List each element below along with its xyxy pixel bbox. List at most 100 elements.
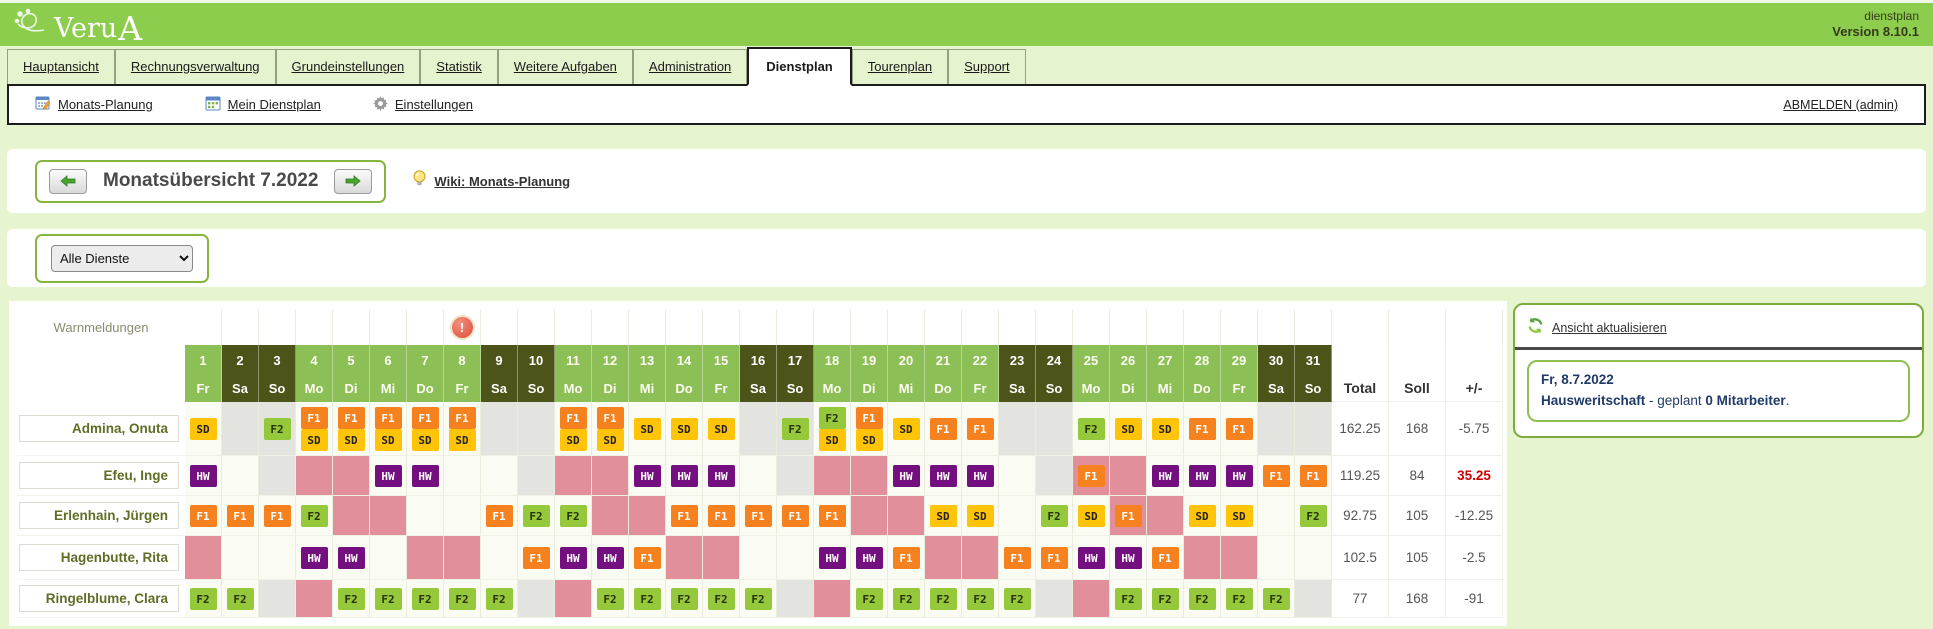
shift-badge-f1[interactable]: F1 (1077, 464, 1105, 487)
roster-cell-day-25[interactable] (1073, 580, 1110, 618)
next-month-button[interactable] (334, 168, 373, 194)
roster-cell-day-23[interactable]: F2 (999, 580, 1036, 618)
day-header-30[interactable]: 30 (1258, 345, 1295, 375)
roster-cell-day-14[interactable]: F2 (666, 580, 703, 618)
day-header-13[interactable]: 13 (629, 345, 666, 375)
day-header-24[interactable]: 24 (1036, 345, 1073, 375)
roster-cell-day-7[interactable]: F1 SD (407, 402, 444, 456)
roster-cell-day-6[interactable]: F2 (370, 580, 407, 618)
shift-badge-f2[interactable]: F2 (522, 504, 550, 527)
roster-cell-day-10[interactable]: F1 (518, 536, 555, 580)
roster-cell-day-21[interactable]: F2 (925, 580, 962, 618)
roster-cell-day-30[interactable] (1258, 496, 1295, 536)
shift-badge-hw[interactable]: HW (1077, 546, 1105, 569)
shift-badge-f1[interactable]: F1 (226, 504, 254, 527)
roster-cell-day-17[interactable] (777, 536, 814, 580)
prev-month-button[interactable] (49, 168, 87, 194)
roster-cell-day-3[interactable]: F2 (259, 402, 296, 456)
shift-badge-f1[interactable]: F1 (522, 546, 550, 569)
day-header-12[interactable]: 12 (592, 345, 629, 375)
roster-cell-day-2[interactable] (222, 456, 259, 496)
shift-badge-f1[interactable]: F1 (263, 504, 291, 527)
roster-cell-day-22[interactable]: SD (962, 496, 999, 536)
roster-cell-day-31[interactable] (1295, 402, 1332, 456)
roster-cell-day-10[interactable]: F2 (518, 496, 555, 536)
shift-badge-f1[interactable]: F1 (781, 504, 809, 527)
roster-cell-day-12[interactable]: F1 SD (592, 402, 629, 456)
roster-cell-day-5[interactable] (333, 496, 370, 536)
roster-cell-day-30[interactable]: F1 (1258, 456, 1295, 496)
roster-cell-day-2[interactable] (222, 536, 259, 580)
shift-badge-hw[interactable]: HW (707, 464, 735, 487)
shift-badge-sd[interactable]: SD (1225, 504, 1253, 527)
day-header-23[interactable]: 23 (999, 345, 1036, 375)
day-header-3[interactable]: 3 (259, 345, 296, 375)
tab-grundeinstellungen[interactable]: Grundeinstellungen (275, 49, 421, 84)
roster-cell-day-25[interactable]: SD (1073, 496, 1110, 536)
roster-cell-day-29[interactable]: HW (1221, 456, 1258, 496)
shift-badge-f1[interactable]: F1 (892, 546, 920, 569)
shift-badge-hw[interactable]: HW (1225, 464, 1253, 487)
shift-badge-f1[interactable]: F1 (1114, 504, 1142, 527)
roster-cell-day-4[interactable] (296, 456, 333, 496)
day-header-6[interactable]: 6 (370, 345, 407, 375)
shift-badge-f2[interactable]: F2 (1040, 504, 1068, 527)
shift-badge-sd[interactable]: SD (448, 428, 476, 451)
roster-cell-day-10[interactable] (518, 580, 555, 618)
shift-badge-f2[interactable]: F2 (781, 417, 809, 440)
roster-cell-day-30[interactable]: F2 (1258, 580, 1295, 618)
shift-badge-sd[interactable]: SD (189, 417, 217, 440)
roster-cell-day-29[interactable]: SD (1221, 496, 1258, 536)
shift-badge-hw[interactable]: HW (670, 464, 698, 487)
roster-cell-day-4[interactable]: F1 SD (296, 402, 333, 456)
roster-cell-day-4[interactable] (296, 580, 333, 618)
shift-badge-f1[interactable]: F1 (300, 406, 328, 429)
roster-cell-day-12[interactable]: HW (592, 536, 629, 580)
roster-cell-day-7[interactable]: HW (407, 456, 444, 496)
roster-cell-day-19[interactable]: HW (851, 536, 888, 580)
shift-badge-sd[interactable]: SD (633, 417, 661, 440)
shift-badge-hw[interactable]: HW (966, 464, 994, 487)
shift-badge-f2[interactable]: F2 (707, 587, 735, 610)
shift-badge-sd[interactable]: SD (707, 417, 735, 440)
roster-cell-day-22[interactable]: F2 (962, 580, 999, 618)
day-header-2[interactable]: 2 (222, 345, 259, 375)
roster-cell-day-26[interactable]: F1 (1110, 496, 1147, 536)
shift-badge-f2[interactable]: F2 (744, 587, 772, 610)
shift-badge-hw[interactable]: HW (633, 464, 661, 487)
roster-cell-day-19[interactable] (851, 496, 888, 536)
shift-badge-hw[interactable]: HW (855, 546, 883, 569)
shift-badge-sd[interactable]: SD (818, 428, 846, 451)
roster-cell-day-1[interactable]: F2 (185, 580, 222, 618)
roster-cell-day-29[interactable] (1221, 536, 1258, 580)
roster-cell-day-23[interactable] (999, 496, 1036, 536)
roster-cell-day-14[interactable]: HW (666, 456, 703, 496)
logout-link[interactable]: ABMELDEN (admin) (1783, 97, 1898, 112)
shift-badge-f2[interactable]: F2 (411, 587, 439, 610)
roster-cell-day-30[interactable] (1258, 536, 1295, 580)
shift-badge-f1[interactable]: F1 (485, 504, 513, 527)
roster-cell-day-11[interactable]: HW (555, 536, 592, 580)
roster-cell-day-11[interactable]: F1 SD (555, 402, 592, 456)
refresh-view-link[interactable]: Ansicht aktualisieren (1527, 313, 1910, 347)
shift-badge-f1[interactable]: F1 (189, 504, 217, 527)
day-header-10[interactable]: 10 (518, 345, 555, 375)
shift-badge-f1[interactable]: F1 (670, 504, 698, 527)
roster-cell-day-4[interactable]: F2 (296, 496, 333, 536)
shift-badge-f2[interactable]: F2 (1225, 587, 1253, 610)
roster-cell-day-14[interactable]: SD (666, 402, 703, 456)
shift-badge-sd[interactable]: SD (670, 417, 698, 440)
shift-badge-f2[interactable]: F2 (1188, 587, 1216, 610)
roster-cell-day-28[interactable] (1184, 536, 1221, 580)
roster-cell-day-21[interactable]: HW (925, 456, 962, 496)
tab-weitere-aufgaben[interactable]: Weitere Aufgaben (497, 49, 633, 84)
shift-badge-f2[interactable]: F2 (1299, 504, 1327, 527)
roster-cell-day-3[interactable]: F1 (259, 496, 296, 536)
shift-badge-f1[interactable]: F1 (1003, 546, 1031, 569)
shift-badge-hw[interactable]: HW (1188, 464, 1216, 487)
shift-badge-hw[interactable]: HW (1151, 464, 1179, 487)
day-header-15[interactable]: 15 (703, 345, 740, 375)
shift-badge-f2[interactable]: F2 (633, 587, 661, 610)
shift-badge-sd[interactable]: SD (559, 428, 587, 451)
roster-cell-day-24[interactable]: F2 (1036, 496, 1073, 536)
